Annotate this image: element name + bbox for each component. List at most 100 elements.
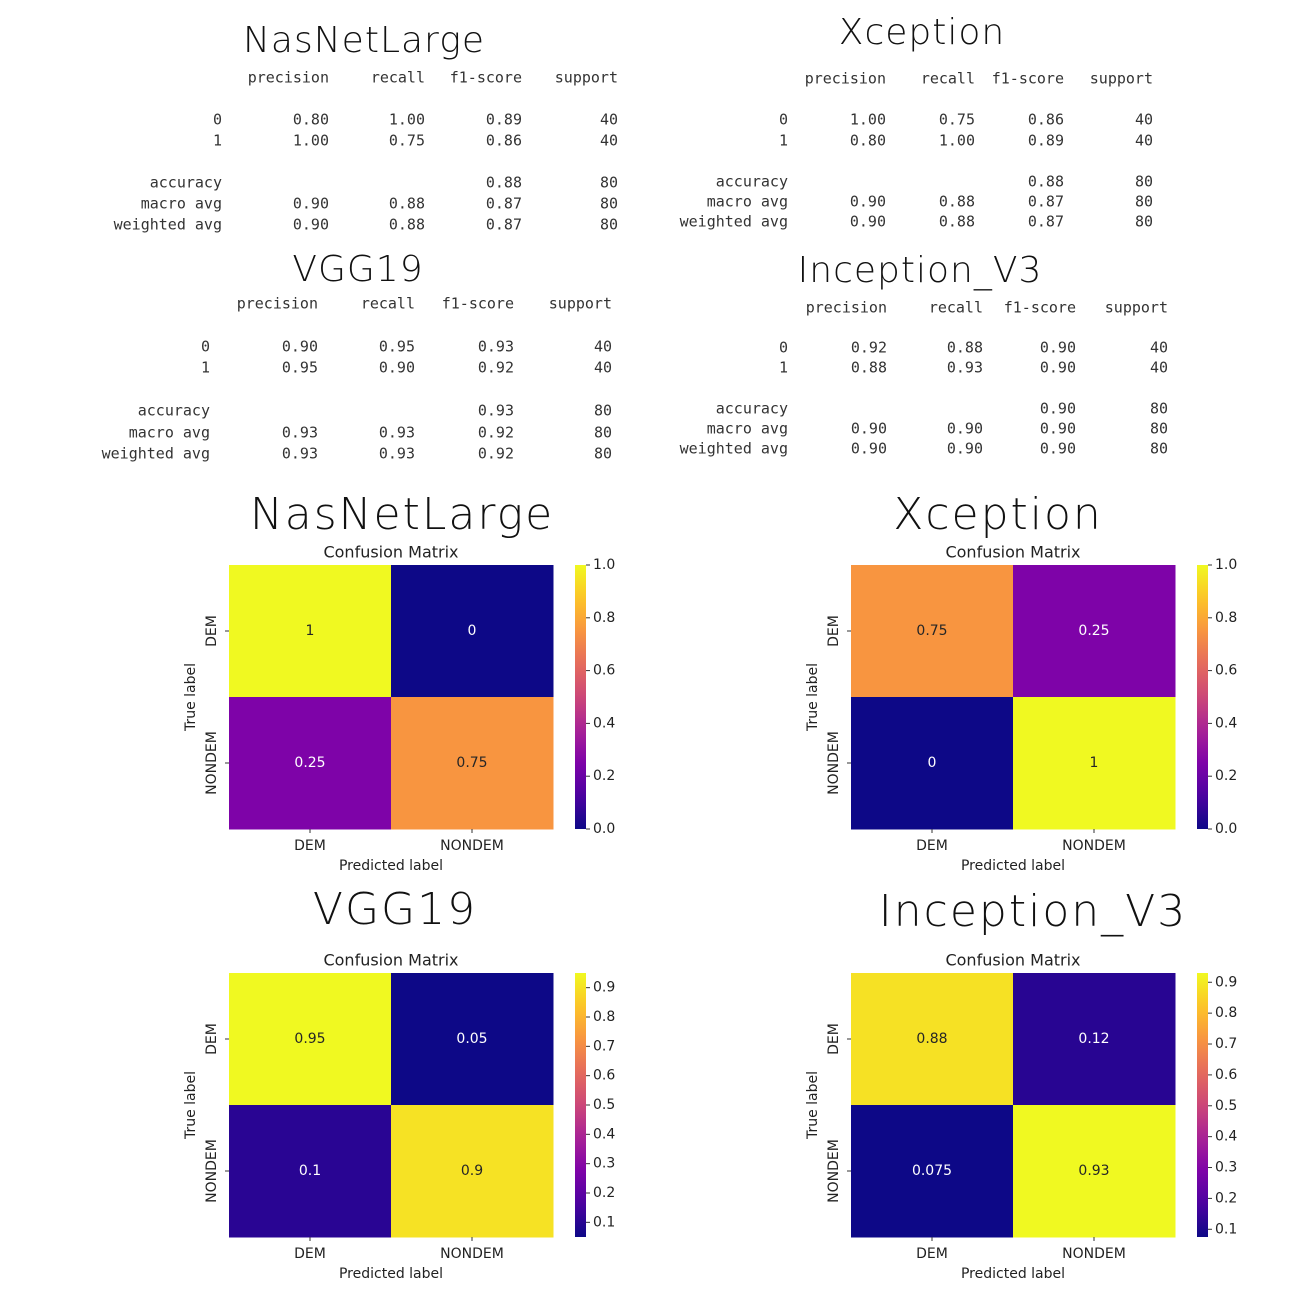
cell-label: 0.075 bbox=[912, 1163, 952, 1179]
heatmap-cell bbox=[1013, 1105, 1176, 1238]
cell: 0.90 bbox=[947, 420, 983, 438]
cell: 0.87 bbox=[1028, 213, 1064, 231]
y-tick-label: DEM bbox=[204, 615, 220, 647]
row-label: 0 bbox=[779, 339, 788, 357]
cell: 0.90 bbox=[379, 359, 415, 377]
cell: 0.95 bbox=[282, 359, 318, 377]
row-label: accuracy bbox=[138, 402, 210, 420]
cell: 0.90 bbox=[947, 440, 983, 458]
cell: 0.93 bbox=[947, 359, 983, 377]
cell: 1.00 bbox=[293, 132, 329, 150]
colorbar-tick-label: 0.4 bbox=[593, 1126, 615, 1142]
colorbar-tick-label: 1.0 bbox=[1215, 557, 1237, 573]
cell: 40 bbox=[1150, 339, 1168, 357]
cell-label: 0 bbox=[928, 755, 937, 771]
column-header: support bbox=[1105, 299, 1168, 317]
cell: 80 bbox=[594, 402, 612, 420]
heatmap-cell bbox=[851, 973, 1014, 1106]
heatmap-cell bbox=[229, 565, 392, 698]
colorbar-tick-label: 0.6 bbox=[593, 1068, 615, 1084]
cell: 0.87 bbox=[486, 195, 522, 213]
colorbar-tick-label: 0.7 bbox=[1215, 1036, 1237, 1052]
cell: 0.92 bbox=[478, 445, 514, 463]
cell-label: 0.05 bbox=[456, 1031, 487, 1047]
cell: 40 bbox=[594, 359, 612, 377]
x-tick-label: DEM bbox=[294, 1246, 326, 1262]
chart-title: Confusion Matrix bbox=[945, 951, 1080, 970]
row-label: weighted avg bbox=[114, 216, 222, 234]
cell: 40 bbox=[1150, 359, 1168, 377]
colorbar bbox=[1197, 973, 1208, 1237]
heading: VGG19 bbox=[313, 884, 477, 935]
x-tick-label: NONDEM bbox=[1062, 838, 1126, 854]
cell: 0.88 bbox=[389, 195, 425, 213]
colorbar-tick-label: 0.9 bbox=[1215, 974, 1237, 990]
cell-label: 0.88 bbox=[916, 1031, 947, 1047]
y-tick-label: DEM bbox=[826, 1023, 842, 1055]
cell: 0.90 bbox=[1040, 359, 1076, 377]
cell: 0.92 bbox=[851, 339, 887, 357]
cell: 80 bbox=[594, 424, 612, 442]
cell: 0.88 bbox=[486, 174, 522, 192]
cell: 80 bbox=[600, 216, 618, 234]
x-axis-label: Predicted label bbox=[961, 858, 1065, 874]
colorbar-tick-label: 0.2 bbox=[593, 1185, 615, 1201]
row-label: accuracy bbox=[150, 174, 222, 192]
y-tick-label: NONDEM bbox=[204, 731, 220, 795]
cell: 0.80 bbox=[293, 111, 329, 129]
cell-label: 0.95 bbox=[294, 1031, 325, 1047]
cell: 0.89 bbox=[486, 111, 522, 129]
colorbar-tick-label: 0.6 bbox=[1215, 1067, 1237, 1083]
x-tick-label: DEM bbox=[916, 1246, 948, 1262]
column-header: f1-score bbox=[992, 70, 1064, 88]
column-header: recall bbox=[929, 299, 983, 317]
row-label: 0 bbox=[779, 111, 788, 129]
colorbar-tick-label: 0.3 bbox=[593, 1156, 615, 1172]
cell: 80 bbox=[1150, 420, 1168, 438]
cell: 0.93 bbox=[379, 445, 415, 463]
cell: 80 bbox=[600, 195, 618, 213]
cell: 80 bbox=[594, 445, 612, 463]
cell: 80 bbox=[1135, 173, 1153, 191]
cell: 0.93 bbox=[379, 424, 415, 442]
report-title: Inception_V3 bbox=[798, 250, 1043, 291]
cell: 0.90 bbox=[293, 216, 329, 234]
heatmap-cell bbox=[851, 565, 1014, 698]
row-label: 0 bbox=[213, 111, 222, 129]
heatmap-cell bbox=[1013, 697, 1176, 830]
colorbar-tick-label: 0.4 bbox=[593, 715, 615, 731]
chart-title: Confusion Matrix bbox=[323, 543, 458, 562]
column-header: support bbox=[1090, 70, 1153, 88]
cell: 40 bbox=[1135, 132, 1153, 150]
x-tick-label: DEM bbox=[294, 838, 326, 854]
row-label: macro avg bbox=[141, 195, 222, 213]
colorbar-tick-label: 0.8 bbox=[593, 1009, 615, 1025]
colorbar-tick-label: 0.5 bbox=[1215, 1098, 1237, 1114]
colorbar-tick-label: 0.6 bbox=[1215, 663, 1237, 679]
column-header: recall bbox=[361, 295, 415, 313]
report-title: VGG19 bbox=[292, 249, 423, 290]
cell: 0.88 bbox=[939, 213, 975, 231]
cell-label: 1 bbox=[1090, 755, 1099, 771]
colorbar-tick-label: 1.0 bbox=[593, 557, 615, 573]
cell: 0.90 bbox=[850, 213, 886, 231]
cell: 0.87 bbox=[486, 216, 522, 234]
chart-title: Confusion Matrix bbox=[323, 951, 458, 970]
row-label: weighted avg bbox=[102, 445, 210, 463]
heatmap-cell bbox=[1013, 973, 1176, 1106]
heatmap-cell bbox=[851, 1105, 1014, 1238]
heatmap-cell bbox=[391, 565, 554, 698]
y-axis-label: True label bbox=[183, 663, 199, 732]
cell: 0.90 bbox=[1040, 440, 1076, 458]
cell-label: 0.93 bbox=[1078, 1163, 1109, 1179]
heatmap-cell bbox=[391, 1105, 554, 1238]
cell: 0.86 bbox=[486, 132, 522, 150]
heading: NasNetLarge bbox=[250, 489, 554, 540]
row-label: macro avg bbox=[129, 424, 210, 442]
column-header: recall bbox=[371, 69, 425, 87]
x-tick-label: NONDEM bbox=[1062, 1246, 1126, 1262]
cell-label: 0.25 bbox=[1078, 623, 1109, 639]
cell: 1.00 bbox=[389, 111, 425, 129]
cell: 0.89 bbox=[1028, 132, 1064, 150]
